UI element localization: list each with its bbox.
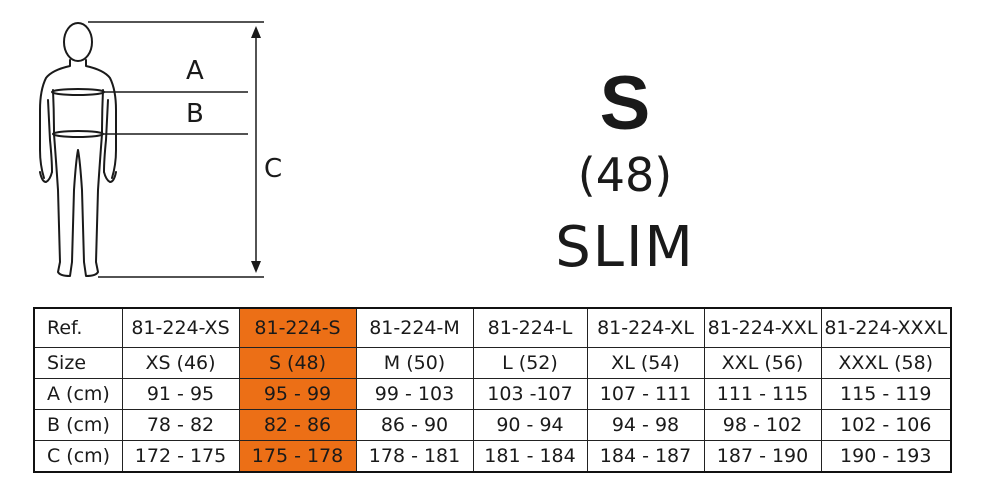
table-cell: 90 - 94 (472, 409, 588, 441)
table-cell: 107 - 111 (586, 378, 705, 410)
table-cell: 115 - 119 (820, 378, 952, 410)
table-cell-highlighted: 81-224-S (238, 307, 357, 348)
row-header: A (cm) (33, 378, 123, 410)
row-header: B (cm) (33, 409, 123, 441)
selected-size: S (599, 61, 651, 146)
table-cell: 78 - 82 (121, 409, 240, 441)
figure-chest-line (51, 88, 105, 96)
c-row: C (cm) 172 - 175 175 - 178 178 - 181 181 - 1… (33, 440, 952, 473)
a-row: A (cm) 91 - 95 95 - 99 99 - 103 103 -107 107 … (33, 378, 952, 410)
table-cell: 178 - 181 (355, 440, 474, 473)
table-cell-highlighted: S (48) (238, 347, 357, 379)
table-cell: 190 - 193 (820, 440, 952, 473)
arrow-down-icon (251, 261, 261, 273)
dimension-label-a: A (186, 56, 204, 86)
table-cell: 81-224-L (472, 307, 588, 348)
body-measurement-figure (39, 21, 264, 278)
size-row: Size XS (46) S (48) M (50) L (52) XL (54) XXL … (33, 347, 952, 379)
table-cell-highlighted: 175 - 178 (238, 440, 357, 473)
row-header: Ref. (33, 307, 123, 348)
fit-type: SLIM (555, 215, 695, 280)
size-chart-table: Ref. 81-224-XS 81-224-S 81-224-M 81-224-L 81-… (33, 307, 952, 473)
table-cell: 81-224-M (355, 307, 474, 348)
ref-row: Ref. 81-224-XS 81-224-S 81-224-M 81-224-L 81-… (33, 307, 952, 348)
figure-waist-line (52, 130, 104, 138)
table-cell-highlighted: 82 - 86 (238, 409, 357, 441)
table-cell: 81-224-XXXL (820, 307, 952, 348)
arrow-up-icon (251, 26, 261, 38)
table-cell: 181 - 184 (472, 440, 588, 473)
figure-legs (53, 133, 103, 277)
table-cell: 102 - 106 (820, 409, 952, 441)
table-cell: 81-224-XXL (703, 307, 822, 348)
table-cell: 91 - 95 (121, 378, 240, 410)
table-cell: 172 - 175 (121, 440, 240, 473)
row-header: C (cm) (33, 440, 123, 473)
selected-eu-size: (48) (577, 148, 673, 202)
table-cell: XL (54) (586, 347, 705, 379)
table-cell: 187 - 190 (703, 440, 822, 473)
table-cell: 86 - 90 (355, 409, 474, 441)
figure-head (63, 22, 93, 62)
table-cell: 81-224-XS (121, 307, 240, 348)
table-cell: 111 - 115 (703, 378, 822, 410)
table-cell: XXL (56) (703, 347, 822, 379)
table-cell: 94 - 98 (586, 409, 705, 441)
table-cell: 98 - 102 (703, 409, 822, 441)
dimension-label-b: B (186, 99, 204, 129)
figure-arms (47, 99, 109, 173)
dimension-label-c: C (264, 154, 283, 184)
table-cell: XS (46) (121, 347, 240, 379)
table-cell: 99 - 103 (355, 378, 474, 410)
table-cell-highlighted: 95 - 99 (238, 378, 357, 410)
table-cell: M (50) (355, 347, 474, 379)
b-row: B (cm) 78 - 82 82 - 86 86 - 90 90 - 94 94 - 9… (33, 409, 952, 441)
table-cell: L (52) (472, 347, 588, 379)
table-cell: 184 - 187 (586, 440, 705, 473)
table-cell: 103 -107 (472, 378, 588, 410)
table-cell: 81-224-XL (586, 307, 705, 348)
table-cell: XXXL (58) (820, 347, 952, 379)
row-header: Size (33, 347, 123, 379)
